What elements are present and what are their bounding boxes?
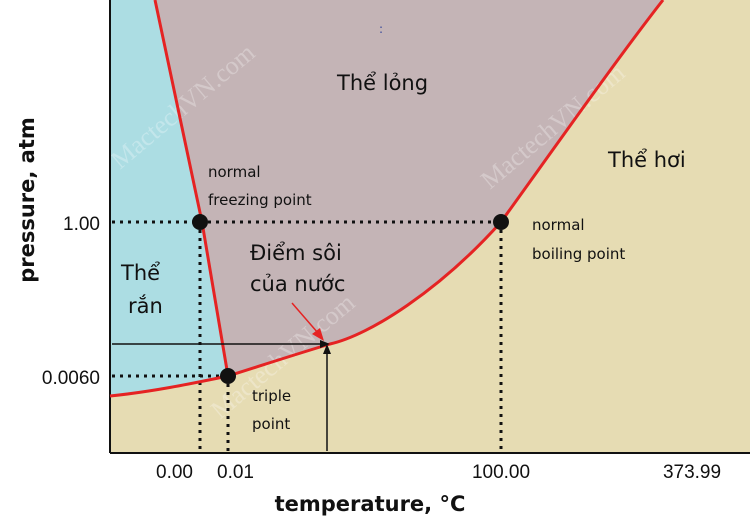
solid-label-line2: rắn: [128, 294, 163, 318]
freezing-point-label-line2: freezing point: [208, 191, 312, 209]
x-tick-0-01: 0.01: [217, 462, 254, 483]
guide-lines: [112, 220, 503, 453]
freezing-point-label-line1: normal: [208, 163, 261, 181]
x-tick-373-99: 373.99: [663, 462, 721, 483]
water-boiling-label-line1: Điểm sôi: [250, 241, 342, 265]
normal-boiling-point-marker: [493, 214, 509, 230]
sublimation-curve: [109, 374, 229, 398]
colon-mark: :: [379, 22, 383, 36]
liquid-region: [155, 0, 663, 376]
x-tick-100-00: 100.00: [472, 462, 530, 483]
triple-point-marker: [220, 368, 236, 384]
y-tick-0-0060: 0.0060: [42, 368, 100, 389]
gas-label: Thể hơi: [607, 148, 686, 172]
triple-point-label-line2: point: [252, 415, 290, 433]
boiling-point-arrows: [112, 340, 331, 451]
y-axis-title: pressure, atm: [15, 117, 39, 283]
red-pointer-arrow: [291, 302, 324, 341]
normal-freezing-point-marker: [192, 214, 208, 230]
vaporization-curve: [227, 0, 665, 378]
triple-point-label-line1: triple: [252, 387, 291, 405]
y-tick-1-00: 1.00: [63, 214, 100, 235]
water-boiling-label-line2: của nước: [250, 272, 345, 296]
boiling-point-label-line1: normal: [532, 216, 585, 234]
x-tick-0-00: 0.00: [156, 462, 193, 483]
x-axis-title: temperature, °C: [275, 492, 466, 516]
liquid-label: Thể lỏng: [336, 71, 428, 95]
solid-label-line1: Thể: [120, 261, 160, 285]
boiling-point-label-line2: boiling point: [532, 245, 625, 263]
